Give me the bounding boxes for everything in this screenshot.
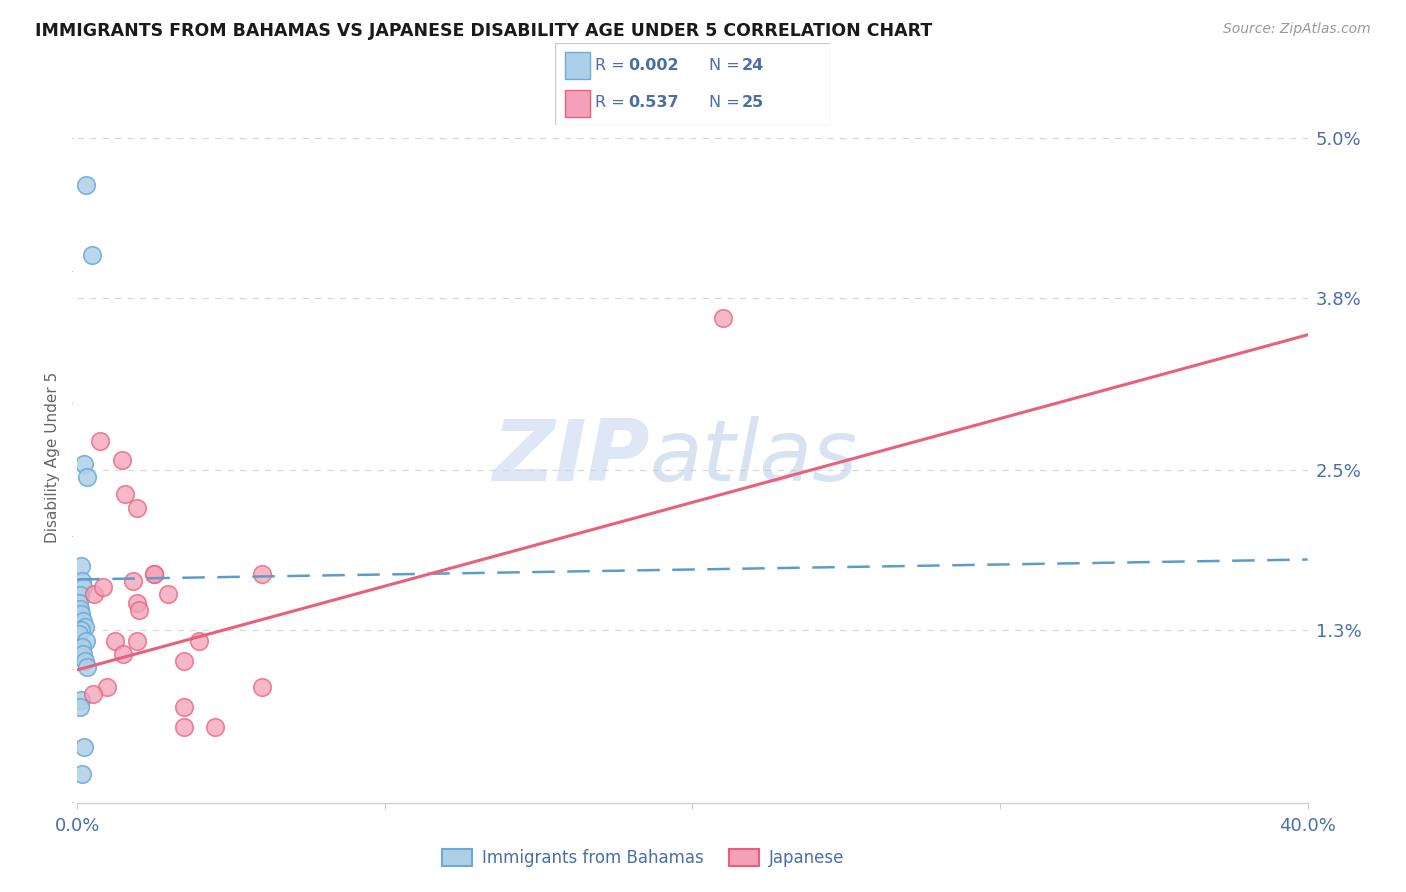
Point (69, 693, 91, 707)
Point (73, 620, 96, 634)
Point (70, 640, 93, 655)
Point (83, 587, 105, 601)
Text: N =: N = (709, 58, 745, 73)
Point (143, 567, 166, 582)
Text: 25: 25 (742, 95, 763, 111)
Point (173, 654, 195, 668)
Text: R =: R = (595, 58, 630, 73)
Point (127, 500, 149, 515)
Point (69, 589, 91, 603)
Point (121, 574, 143, 588)
Point (250, 567, 273, 582)
Text: atlas: atlas (650, 416, 858, 499)
Point (69, 601, 91, 615)
Point (157, 587, 180, 601)
Point (67, 627, 90, 641)
Point (82, 687, 104, 701)
Point (76, 470, 98, 484)
Text: IMMIGRANTS FROM BAHAMAS VS JAPANESE DISABILITY AGE UNDER 5 CORRELATION CHART: IMMIGRANTS FROM BAHAMAS VS JAPANESE DISA… (35, 22, 932, 40)
Point (89, 434, 111, 449)
Point (75, 633, 97, 648)
Point (70, 574, 93, 588)
Point (111, 452, 134, 467)
Text: N =: N = (709, 95, 745, 111)
Point (73, 739, 96, 754)
Point (127, 596, 149, 610)
Point (91, 581, 114, 595)
Point (73, 654, 96, 668)
Point (70, 607, 93, 621)
Text: ZIP: ZIP (492, 416, 650, 499)
Point (73, 457, 96, 471)
Point (128, 603, 150, 617)
Point (173, 700, 195, 714)
Point (104, 633, 127, 648)
Point (82, 248, 104, 262)
Text: 0.002: 0.002 (628, 58, 679, 73)
Point (187, 633, 209, 648)
Bar (565, 89, 589, 117)
Point (70, 559, 93, 574)
Legend: Immigrants from Bahamas, Japanese: Immigrants from Bahamas, Japanese (436, 842, 851, 874)
Point (69, 623, 91, 637)
Point (72, 581, 94, 595)
Point (67, 596, 90, 610)
Point (173, 720, 195, 734)
Point (69, 700, 91, 714)
Y-axis label: Disability Age Under 5: Disability Age Under 5 (45, 372, 60, 542)
Point (114, 487, 136, 501)
Point (250, 680, 273, 694)
Point (127, 633, 149, 648)
Text: 24: 24 (742, 58, 763, 73)
Point (75, 178, 97, 192)
Bar (565, 52, 589, 78)
Point (76, 660, 98, 674)
Point (111, 647, 134, 661)
Point (204, 720, 226, 734)
Text: R =: R = (595, 95, 630, 111)
Point (711, 310, 734, 325)
Point (96, 680, 118, 694)
Text: Source: ZipAtlas.com: Source: ZipAtlas.com (1223, 22, 1371, 37)
Text: 0.537: 0.537 (628, 95, 679, 111)
Point (72, 647, 94, 661)
Point (70, 766, 93, 780)
Point (142, 567, 165, 582)
Point (72, 614, 94, 628)
